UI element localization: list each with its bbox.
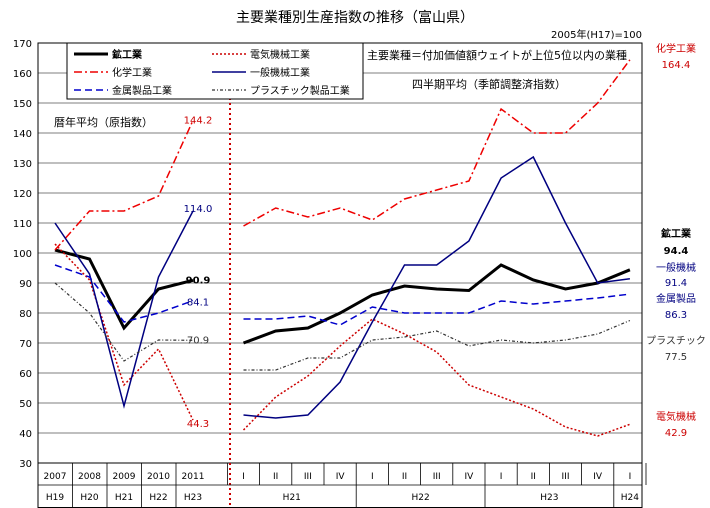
series-4-annual-line xyxy=(54,264,194,323)
x-tick-label: II xyxy=(531,472,536,482)
quarterly-label: 四半期平均（季節調整済指数） xyxy=(412,77,566,91)
series-1-quarterly-line xyxy=(242,318,631,437)
x-tick-label: H19 xyxy=(46,493,64,503)
series-3-quarterly-line xyxy=(243,155,630,419)
x-tick-label: I xyxy=(629,472,632,482)
series-3-annual-line xyxy=(54,210,194,409)
y-axis: 30 40 50 60 70 80 90 100 110 120 130 140 150 160 170 xyxy=(13,39,32,470)
annual-label: 暦年平均（原指数） xyxy=(54,115,153,129)
grid xyxy=(37,42,643,508)
main-industry-note: 主要業種＝付加価値額ウェイトが上位5位以内の業種 xyxy=(367,48,627,62)
x-tick-label: H22 xyxy=(149,493,167,503)
x-tick-label: H22 xyxy=(411,493,429,503)
series-5-annual-line xyxy=(54,282,194,362)
series-0-quarterly-line xyxy=(242,263,631,345)
x-tick-label: I xyxy=(371,472,374,482)
y-tick-label: 30 xyxy=(19,459,32,470)
right-series-label: プラスチック xyxy=(646,335,706,347)
series-2-quarterly-line xyxy=(243,59,631,227)
y-tick-label: 170 xyxy=(13,39,32,50)
y-tick-label: 130 xyxy=(13,159,32,170)
x-tick-label: H21 xyxy=(283,493,301,503)
x-tick-label: H23 xyxy=(184,493,202,503)
y-tick-label: 60 xyxy=(19,369,32,380)
y-tick-label: 100 xyxy=(13,249,32,260)
annual-end-label: 114.0 xyxy=(184,204,213,215)
series-2-annual-line xyxy=(54,120,194,251)
series-group xyxy=(54,59,631,437)
y-tick-label: 50 xyxy=(19,399,32,410)
right-value-label: 77.5 xyxy=(665,352,687,363)
x-tick-label: IV xyxy=(464,472,474,482)
right-value-label: 91.4 xyxy=(665,278,687,289)
legend-label: 電気機械工業 xyxy=(250,48,310,61)
series-0-annual-line xyxy=(54,248,194,331)
x-tick-label: IV xyxy=(336,472,346,482)
y-tick-label: 110 xyxy=(13,219,32,230)
y-tick-label: 70 xyxy=(19,339,32,350)
x-tick-label: I xyxy=(242,472,245,482)
x-tick-label: III xyxy=(562,472,570,482)
x-tick-label: II xyxy=(273,472,278,482)
annual-end-label: 44.3 xyxy=(187,419,209,430)
x-tick-label: III xyxy=(304,472,312,482)
x-tick-label: 2008 xyxy=(78,472,101,482)
x-tick-label: 2009 xyxy=(113,472,136,482)
data-labels: 90.9 44.3 144.2 114.0 84.1 70.9 化学工業 164.4 鉱工業 94… xyxy=(184,42,706,439)
x-tick-label: H24 xyxy=(621,493,639,503)
series-5-quarterly-line xyxy=(243,319,631,371)
x-tick-label: II xyxy=(402,472,407,482)
series-1-annual-line xyxy=(54,243,194,421)
x-tick-label: III xyxy=(433,472,441,482)
y-tick-label: 120 xyxy=(13,189,32,200)
x-tick-label: 2011 xyxy=(182,472,205,482)
chart-title: 主要業種別生産指数の推移（富山県） xyxy=(236,9,474,26)
right-series-label: 金属製品 xyxy=(656,292,696,305)
right-series-label: 一般機械 xyxy=(656,261,696,274)
x-tick-label: H20 xyxy=(80,493,98,503)
y-tick-label: 150 xyxy=(13,99,32,110)
series-4-quarterly-line xyxy=(243,293,630,326)
y-tick-label: 160 xyxy=(13,69,32,80)
right-value-label: 42.9 xyxy=(665,428,687,439)
x-tick-label: H23 xyxy=(540,493,558,503)
x-tick-label: 2007 xyxy=(44,472,67,482)
annual-end-label: 70.9 xyxy=(187,335,209,346)
right-value-label: 164.4 xyxy=(662,60,691,71)
annual-end-label: 84.1 xyxy=(187,298,209,309)
legend-label: プラスチック製品工業 xyxy=(250,84,350,97)
right-value-label: 94.4 xyxy=(664,246,689,257)
y-tick-label: 90 xyxy=(19,279,32,290)
y-tick-label: 140 xyxy=(13,129,32,140)
y-tick-label: 40 xyxy=(19,429,32,440)
legend-label: 鉱工業 xyxy=(112,48,143,61)
right-series-label: 化学工業 xyxy=(656,42,696,55)
x-tick-label: 2010 xyxy=(147,472,170,482)
right-series-label: 電気機械 xyxy=(656,410,696,423)
y-tick-label: 80 xyxy=(19,309,32,320)
right-series-label: 鉱工業 xyxy=(661,227,692,240)
x-tick-label: H21 xyxy=(115,493,133,503)
x-tick-label: I xyxy=(500,472,503,482)
legend-label: 化学工業 xyxy=(112,66,152,79)
x-tick-label: IV xyxy=(593,472,603,482)
legend-label: 金属製品工業 xyxy=(112,84,172,97)
right-value-label: 86.3 xyxy=(665,310,687,321)
base-note: 2005年(H17)=100 xyxy=(551,28,642,41)
annual-end-label: 144.2 xyxy=(184,115,213,126)
legend-label: 一般機械工業 xyxy=(250,66,310,79)
annual-end-label: 90.9 xyxy=(186,275,211,286)
